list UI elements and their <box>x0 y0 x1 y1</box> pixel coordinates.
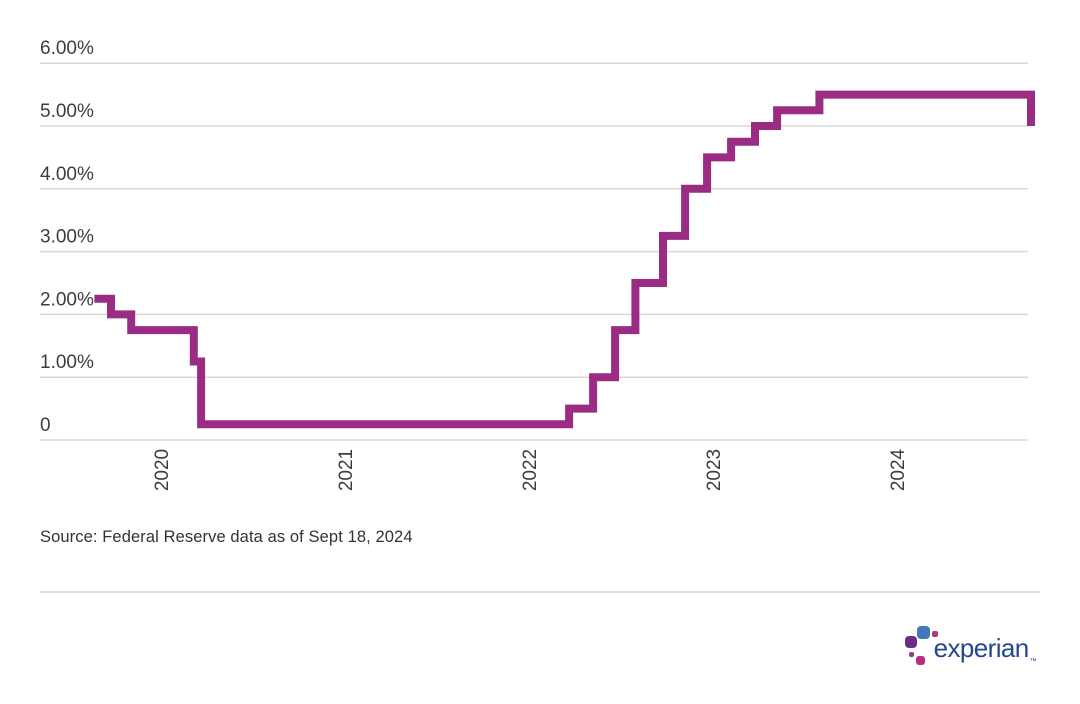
logo-pink-dot <box>931 631 938 637</box>
logo-magenta-square <box>915 656 925 665</box>
y-axis-label-3: 3.00% <box>40 227 94 248</box>
x-axis-label-2022: 2022 <box>520 449 541 491</box>
y-axis-label-1: 1.00% <box>40 352 94 373</box>
x-axis-label-2024: 2024 <box>888 448 909 491</box>
y-axis-label-2: 2.00% <box>40 289 94 310</box>
logo-purple-square <box>904 636 917 648</box>
source-text: Source: Federal Reserve data as of Sept … <box>40 528 413 546</box>
logo-blue-square <box>916 626 930 639</box>
rate-step-line <box>94 90 1035 429</box>
y-axis-label-6: 6.00% <box>40 38 94 59</box>
experian-wordmark-text: experian <box>933 633 1030 663</box>
y-axis-label-5: 5.00% <box>40 101 94 122</box>
logo-small-dot <box>908 652 914 657</box>
x-axis-label-2021: 2021 <box>336 449 357 491</box>
experian-wordmark: experian™ <box>933 633 1037 665</box>
experian-logo: experian™ <box>902 623 1037 669</box>
y-axis-label-4: 4.00% <box>40 164 94 185</box>
x-axis-label-2020: 2020 <box>152 449 173 491</box>
x-axis-label-2023: 2023 <box>704 449 725 491</box>
fed-funds-rate-step-chart: 6.00% 5.00% 4.00% 3.00% 2.00% 1.00% 0 2020 2021 2… <box>40 38 1035 491</box>
y-axis-label-0: 0 <box>40 415 51 436</box>
trademark-symbol: ™ <box>1029 658 1037 665</box>
experian-logo-mark-icon <box>902 623 940 669</box>
footer-divider <box>40 591 1040 593</box>
